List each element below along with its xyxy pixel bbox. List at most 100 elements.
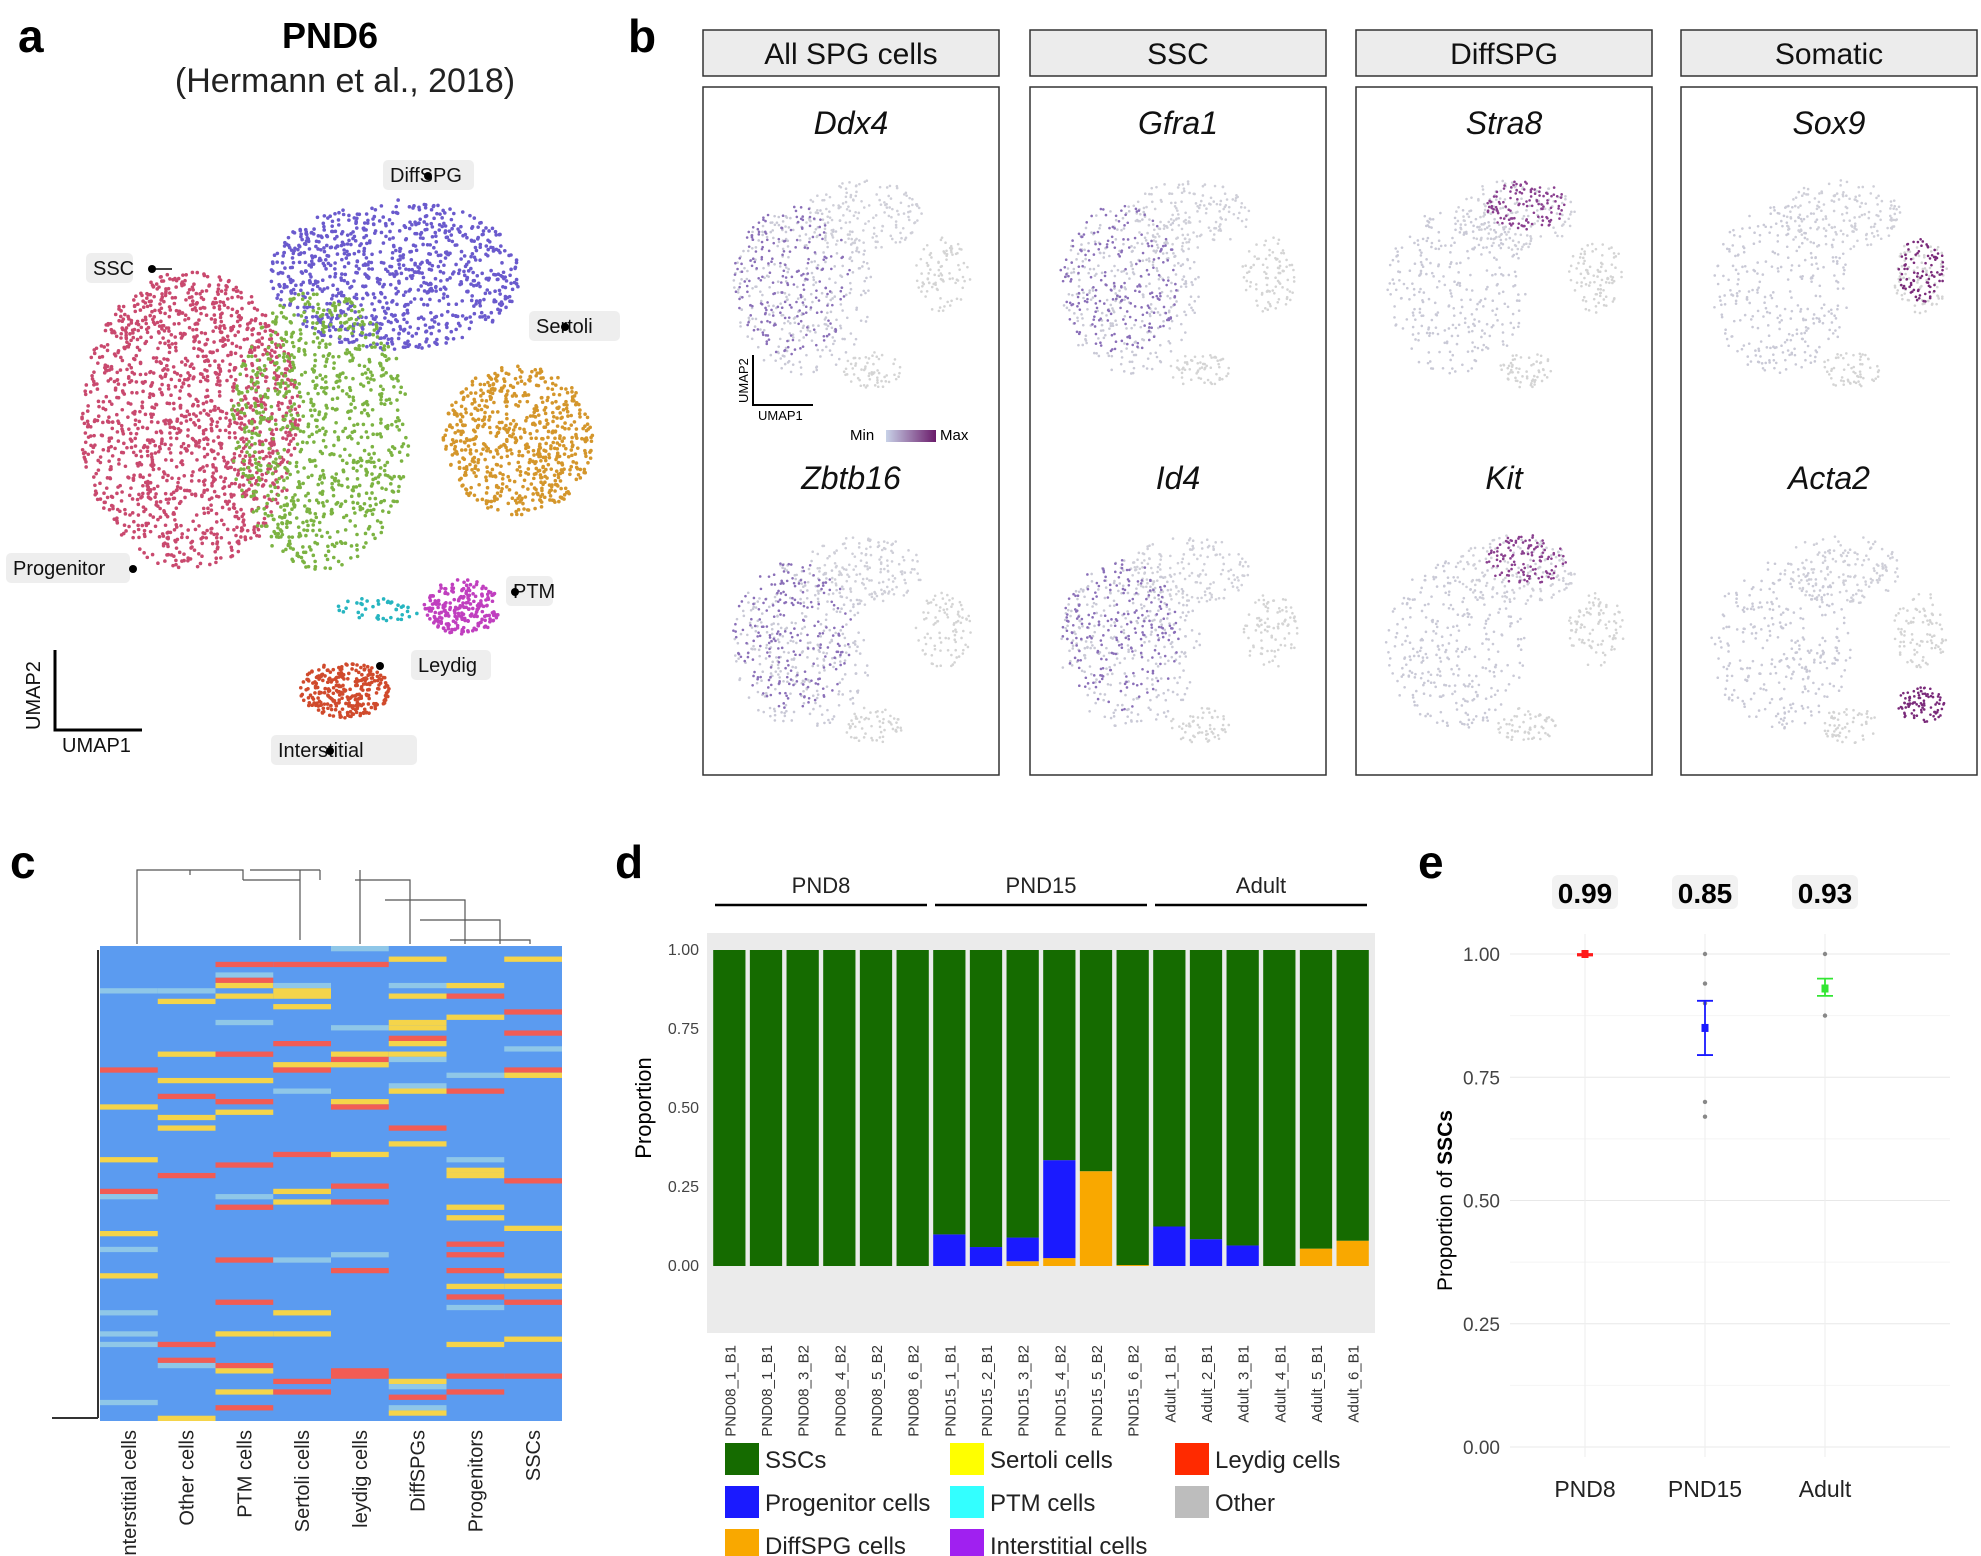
bar-segment-diffspg-cells <box>1079 1171 1113 1266</box>
heatmap-cell <box>215 972 274 978</box>
bar-segment-diffspg-cells <box>1299 1248 1333 1266</box>
heatmap-cell <box>446 1267 505 1274</box>
heatmap-cell <box>157 1114 216 1121</box>
row-dendrogram <box>52 950 99 1419</box>
umap-axes <box>752 355 813 406</box>
heatmap-cell <box>388 1394 447 1400</box>
heatmap-cell <box>504 1299 562 1305</box>
heatmap-cell <box>331 1267 389 1274</box>
gene-name: Id4 <box>1156 460 1200 496</box>
legend-label: Leydig cells <box>1215 1447 1340 1474</box>
feature-umap <box>1060 537 1299 744</box>
cluster-label-leydig: Leydig <box>418 655 477 677</box>
heatmap-cell <box>100 988 158 994</box>
cluster-label-interstitial: Interstitial <box>278 740 364 762</box>
heatmap-column-label: Other cells <box>177 1430 199 1526</box>
x-tick-label: PND15_2_B1 <box>979 1345 996 1437</box>
cluster-label-ptm: PTM <box>513 581 555 603</box>
heatmap-cell <box>388 993 447 999</box>
heatmap-cell <box>100 1310 158 1316</box>
heatmap-cell <box>388 1378 447 1385</box>
heatmap-cell <box>504 1336 562 1342</box>
heatmap-cell <box>273 1199 331 1205</box>
heatmap-cell <box>273 982 331 989</box>
heatmap-cell <box>446 1204 505 1210</box>
heatmap-cell <box>215 1368 274 1374</box>
heatmap-cell <box>446 1167 505 1173</box>
legend-swatch <box>950 1486 984 1518</box>
y-tick-label: 0.00 <box>1463 1438 1500 1459</box>
bar-segment-progenitor-cells <box>1043 1160 1076 1259</box>
heatmap-cell <box>157 1051 216 1057</box>
heatmap-cell <box>446 1157 505 1163</box>
value-label-bg <box>1792 875 1858 909</box>
heatmap-cell <box>331 1051 389 1057</box>
legend-label: Sertoli cells <box>990 1447 1113 1474</box>
heatmap-column-label: leydig cells <box>350 1430 372 1528</box>
strip-header-label: Somatic <box>1775 38 1883 71</box>
heatmap-cell <box>100 1341 158 1348</box>
cluster-label-bg <box>271 735 417 765</box>
bar-segment-progenitor-cells <box>1226 1245 1259 1266</box>
umap-axes <box>53 650 142 732</box>
bar-segment-sscs <box>1336 950 1369 1241</box>
x-tick-label: PND15_5_B2 <box>1089 1345 1106 1437</box>
value-label: 0.93 <box>1798 878 1853 909</box>
heatmap-cell <box>100 1273 158 1279</box>
heatmap-cell <box>446 1252 505 1258</box>
legend-swatch <box>950 1529 984 1556</box>
heatmap-cell <box>273 1041 331 1047</box>
heatmap-cell <box>273 1257 331 1263</box>
strip-header <box>1029 29 1327 77</box>
y-tick-label: 0.50 <box>1463 1192 1500 1213</box>
heatmap-cell <box>273 961 331 968</box>
x-tick-label: Adult_1_B1 <box>1162 1345 1179 1423</box>
gene-name: Sox9 <box>1793 105 1866 141</box>
bar-segment-sscs <box>1226 950 1259 1246</box>
heatmap-cell <box>446 1294 505 1300</box>
bar-segment-sscs <box>933 950 966 1235</box>
heatmap-cell <box>215 1299 274 1305</box>
panel-label-c: c <box>10 836 36 888</box>
heatmap-cell <box>446 1014 505 1020</box>
legend-swatch <box>725 1529 759 1556</box>
heatmap-cell <box>215 1051 274 1057</box>
bar-segment-progenitor-cells <box>1189 1239 1223 1266</box>
strip-header-label: SSC <box>1147 38 1209 71</box>
heatmap-cell <box>215 1194 274 1200</box>
heatmap-cell <box>446 982 505 989</box>
legend-swatch <box>950 1443 984 1475</box>
heatmap-cell <box>504 1072 562 1078</box>
feature-panel <box>1680 86 1978 776</box>
strip-header <box>702 29 1000 77</box>
gene-name: Acta2 <box>1786 460 1870 496</box>
heatmap-cell <box>157 1125 216 1131</box>
y-tick-label: 1.00 <box>668 942 699 959</box>
heatmap-cell <box>100 1157 158 1163</box>
cluster-label-bg <box>506 576 553 606</box>
x-tick-label: Adult_6_B1 <box>1346 1345 1363 1423</box>
heatmap-column-label: PTM cells <box>234 1430 256 1518</box>
x-tick-label: PND08_3_B2 <box>796 1345 813 1437</box>
heatmap-cell <box>215 1077 274 1084</box>
bar-segment-sscs <box>1263 950 1296 1266</box>
legend-label: Interstitial cells <box>990 1533 1147 1556</box>
heatmap-cell <box>504 1009 562 1015</box>
legend-label: DiffSPG cells <box>765 1533 906 1556</box>
panel-a: a PND6 (Hermann et al., 2018) SSCDiffSPG… <box>6 10 620 765</box>
heatmap-cell <box>388 1056 447 1063</box>
heatmap-cell <box>446 1341 505 1348</box>
heatmap-cell <box>215 1099 274 1105</box>
heatmap-cell <box>446 993 505 999</box>
heatmap-cell <box>273 1310 331 1316</box>
scale-max-label: Max <box>940 427 969 444</box>
cluster-labels: SSCDiffSPGProgenitorSertoliPTMLeydigInte… <box>6 160 620 765</box>
heatmap-cell <box>504 1178 562 1184</box>
x-tick-label: Adult_2_B1 <box>1199 1345 1216 1423</box>
bar-segment-diffspg-cells <box>1043 1258 1076 1266</box>
y-tick-label: 0.75 <box>1463 1068 1500 1089</box>
heatmap-cell <box>446 1304 505 1311</box>
x-tick-label: PND08_1_B1 <box>759 1345 776 1437</box>
bar-segment-sscs <box>896 950 929 1266</box>
heatmap-cell <box>504 1225 562 1231</box>
